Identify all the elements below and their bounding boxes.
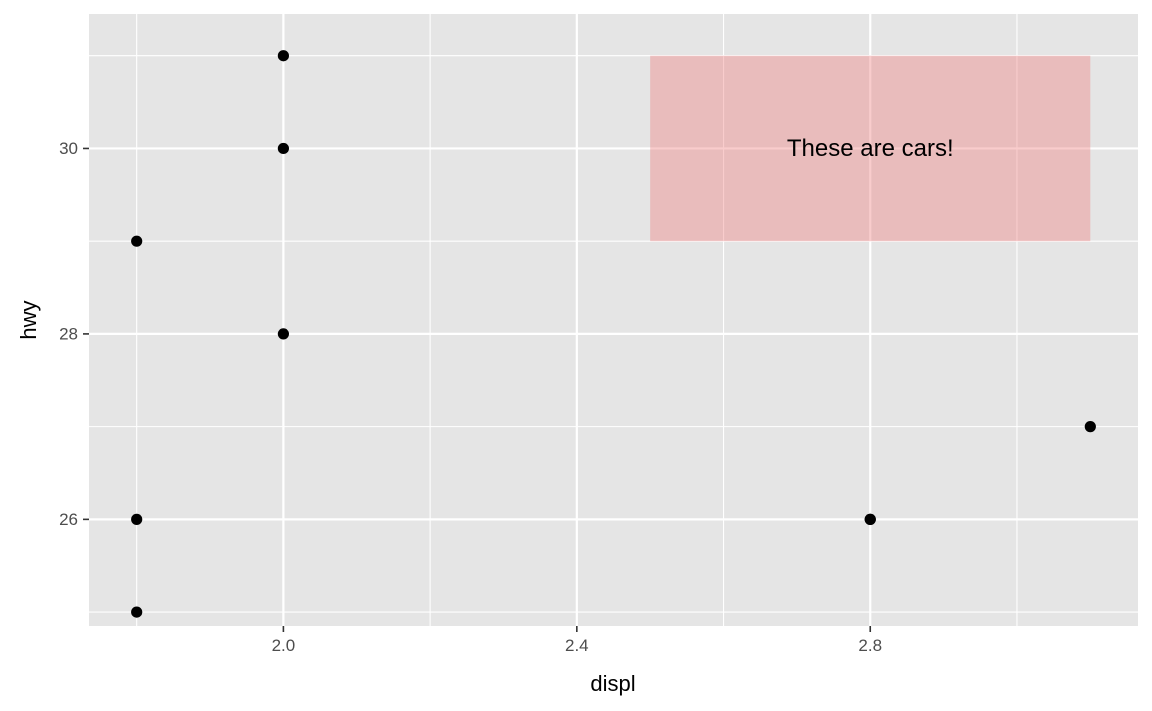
x-axis: 2.0 2.4 2.8 [272, 626, 882, 655]
plot-panel [89, 14, 1138, 626]
x-tick-label: 2.4 [565, 636, 589, 655]
data-point [131, 606, 143, 618]
annotation-rect [650, 55, 1091, 242]
data-point [131, 235, 143, 247]
data-points [131, 50, 1096, 618]
x-tick-label: 2.8 [858, 636, 882, 655]
y-tick-label: 26 [59, 510, 78, 529]
annotation-text: These are cars! [787, 135, 954, 162]
y-axis: 26 28 30 [59, 139, 89, 529]
data-point [131, 513, 143, 525]
grid-minor [89, 14, 1138, 626]
data-point [277, 328, 289, 340]
data-point [277, 50, 289, 62]
x-axis-title: displ [590, 671, 635, 696]
y-tick-label: 30 [59, 139, 78, 158]
y-axis-title: hwy [16, 300, 41, 339]
data-point [277, 142, 289, 155]
annotation: These are cars! [650, 55, 1091, 242]
data-point [864, 513, 876, 525]
y-tick-label: 28 [59, 324, 78, 343]
data-point [1084, 421, 1096, 433]
x-tick-label: 2.0 [272, 636, 296, 655]
